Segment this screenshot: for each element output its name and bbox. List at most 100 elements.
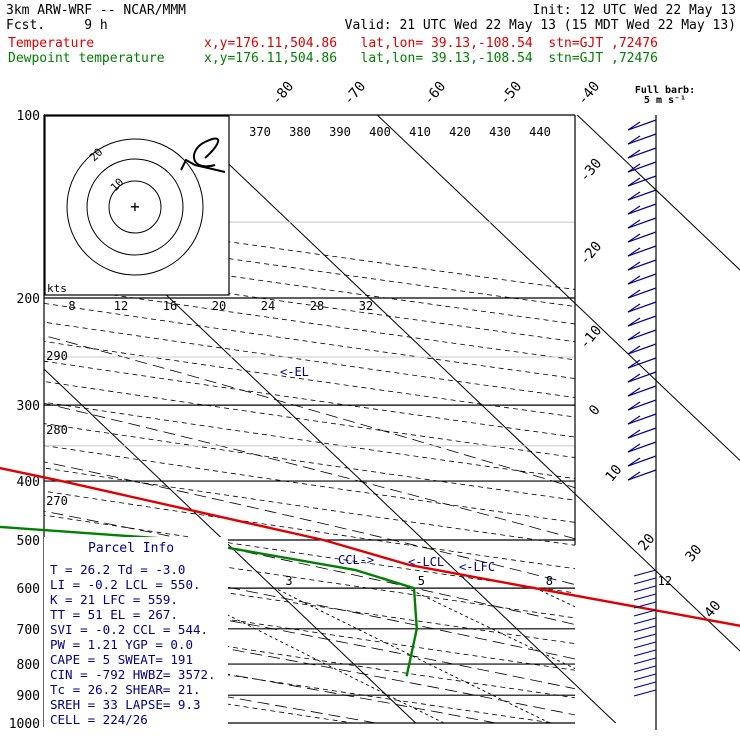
dewpoint-location: x,y=176.11,504.86 lat,lon= 39.13,-108.54…	[204, 51, 658, 66]
wind-barb	[627, 469, 657, 481]
isotherm-extension-line	[0, 115, 16, 723]
theta-label: 370	[249, 125, 271, 139]
wind-barb	[627, 259, 657, 271]
isotherm-label: -20	[577, 239, 606, 269]
moist-adiabat-line	[44, 510, 575, 625]
theta-label: 430	[489, 125, 511, 139]
wind-barb	[633, 657, 657, 665]
wind-barb-flag	[627, 429, 641, 439]
speed-scale-label: 16	[163, 299, 177, 313]
wind-barb-flag	[627, 219, 641, 229]
model-title: 3km ARW-WRF -- NCAR/MMM	[6, 3, 187, 18]
ccl-marker: CCL->	[338, 553, 374, 567]
wind-barb	[627, 175, 657, 187]
wind-barb	[633, 633, 657, 641]
wind-barb	[633, 609, 657, 617]
pressure-label: 700	[17, 623, 40, 638]
isotherm-label: 0	[586, 402, 604, 419]
wind-barb	[633, 673, 657, 681]
wind-barb	[627, 357, 657, 369]
isotherm-extension-line	[576, 115, 740, 271]
hodograph-ring	[66, 138, 204, 276]
parcel-info-row: LI = -0.2 LCL = 550.	[50, 577, 201, 592]
wind-barb-flag	[627, 387, 641, 397]
mixing-ratio-label: 12	[658, 574, 672, 588]
forecast-hour: Fcst. 9 h	[6, 18, 108, 33]
theta-e-label: 290	[46, 349, 68, 363]
isotherm-extension-line	[575, 302, 740, 462]
speed-scale-label: 32	[359, 299, 373, 313]
full-barb-value: 5 m s⁻¹	[644, 95, 686, 106]
wind-barb-flag	[627, 261, 641, 271]
wind-barb-flag	[627, 471, 641, 481]
wind-barb-flag	[627, 317, 641, 327]
isotherm-label: 20	[635, 531, 658, 554]
isotherm-label: 30	[682, 542, 705, 565]
wind-barb	[627, 189, 657, 201]
pressure-label: 600	[17, 582, 40, 597]
isotherm-label: -50	[497, 79, 526, 109]
wind-barb	[633, 681, 657, 689]
wind-barb	[627, 399, 657, 411]
isotherm-label: -10	[577, 323, 606, 353]
wind-barb	[633, 617, 657, 625]
wind-barb	[627, 315, 657, 327]
theta-label: 420	[449, 125, 471, 139]
wind-barb	[627, 147, 657, 159]
parcel-info-box: Parcel Info T = 26.2 Td = -3.0LI = -0.2 L…	[44, 537, 228, 730]
wind-barb	[627, 287, 657, 299]
wind-barb	[633, 665, 657, 673]
theta-e-label: 280	[46, 423, 68, 437]
isotherm-label: -40	[575, 79, 604, 109]
wind-barb	[633, 641, 657, 649]
parcel-info-row: TT = 51 EL = 267.	[50, 607, 178, 622]
full-barb-label: Full barb:	[635, 85, 695, 96]
parcel-info-row: CAPE = 5 SWEAT= 191	[50, 652, 193, 667]
wind-barb-flag	[627, 205, 641, 215]
wind-barb-flag	[627, 275, 641, 285]
speed-scale-label: 20	[212, 299, 226, 313]
dry-adiabat-line	[44, 514, 575, 594]
dewpoint-profile	[0, 525, 418, 677]
wind-barb	[627, 385, 657, 397]
temperature-isotherm-extensions	[0, 115, 740, 724]
speed-scale-label: 28	[310, 299, 324, 313]
theta-e-label: 270	[46, 494, 68, 508]
wind-barb-flag	[627, 289, 641, 299]
wind-barb-flag	[627, 247, 641, 257]
wind-barb	[627, 119, 657, 131]
parcel-info-row: K = 21 LFC = 559.	[50, 592, 178, 607]
isotherm-label: 10	[602, 462, 625, 485]
wind-barbs: Full barb:5 m s⁻¹	[627, 85, 695, 697]
isotherm-line	[577, 115, 740, 723]
el-marker: <-EL	[280, 365, 309, 379]
pressure-label: 400	[17, 475, 40, 490]
wind-barb-flag	[627, 135, 641, 145]
wind-barb	[633, 625, 657, 633]
wind-barb	[627, 231, 657, 243]
wind-barb-flag	[627, 191, 641, 201]
wind-barb	[627, 161, 657, 173]
wind-barb-flag	[627, 457, 641, 467]
parcel-info-row: SVI = -0.2 CCL = 544.	[50, 622, 208, 637]
sounding-profiles	[0, 466, 740, 677]
wind-barb	[627, 203, 657, 215]
moist-adiabat-line	[44, 402, 575, 540]
wind-barb	[633, 689, 657, 697]
wind-barb	[627, 441, 657, 453]
lfc-marker: <-LFC	[459, 560, 495, 574]
dry-adiabat-line	[44, 490, 575, 570]
hodograph-trace	[180, 158, 226, 173]
speed-scale-label: 8	[68, 299, 75, 313]
parcel-info-row: PW = 1.21 YGP = 0.0	[50, 637, 193, 652]
mixing-ratio-label: 3	[285, 574, 292, 588]
temperature-location: x,y=176.11,504.86 lat,lon= 39.13,-108.54…	[204, 36, 658, 51]
parcel-info-background	[44, 537, 228, 730]
isotherm-line	[0, 115, 16, 723]
wind-barb-flag	[627, 233, 641, 243]
moist-adiabat-line	[44, 641, 496, 724]
pressure-label: 800	[17, 658, 40, 673]
pressure-label: 200	[17, 292, 40, 307]
wind-barb	[627, 371, 657, 383]
